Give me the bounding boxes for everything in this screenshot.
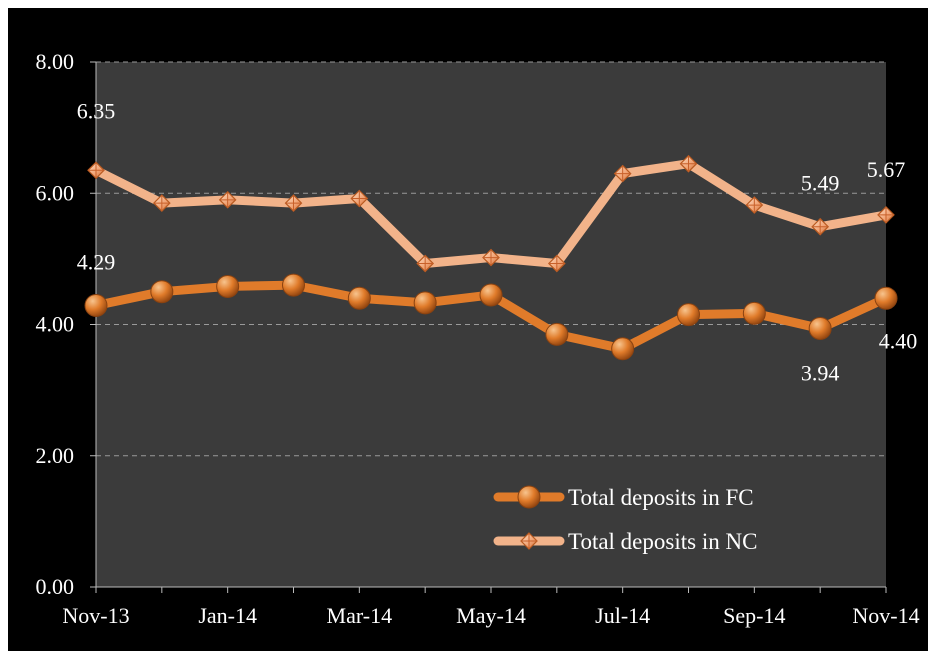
series-1-point-facet bbox=[878, 206, 894, 223]
x-tick-label: Jul-14 bbox=[595, 603, 650, 628]
y-tick-label: 0.00 bbox=[36, 574, 75, 599]
legend-swatch-marker-facet bbox=[521, 533, 537, 549]
series-1-point-facet bbox=[680, 155, 697, 172]
x-tick-label: Sep-14 bbox=[723, 603, 785, 628]
axes: 0.00 2.00 4.00 6.00 8.00 Nov-13 Jan-14 Mar-14 Ma… bbox=[36, 49, 920, 628]
x-tick-label: Mar-14 bbox=[327, 603, 393, 628]
series-0-point bbox=[347, 286, 371, 310]
series-layer bbox=[84, 154, 898, 361]
data-label: 4.29 bbox=[77, 249, 116, 274]
series-1-point-facet bbox=[417, 255, 434, 272]
series-0-point bbox=[545, 322, 569, 346]
x-tick-label: Jan-14 bbox=[198, 603, 257, 628]
x-tick-label: May-14 bbox=[456, 603, 526, 628]
series-1-point-facet bbox=[483, 249, 499, 266]
series-0-point bbox=[150, 280, 174, 304]
legend-label: Total deposits in NC bbox=[568, 529, 757, 554]
data-label: 6.35 bbox=[77, 98, 116, 123]
y-tick-label: 4.00 bbox=[36, 312, 75, 337]
data-label: 3.94 bbox=[801, 360, 840, 385]
series-1-point-facet bbox=[548, 255, 565, 272]
series-1-point-facet bbox=[88, 162, 104, 179]
series-1-point-facet bbox=[812, 218, 829, 235]
series-0-point bbox=[742, 301, 766, 325]
series-0-point bbox=[282, 273, 305, 297]
x-tick-label: Nov-13 bbox=[62, 603, 129, 628]
series-0-point bbox=[479, 283, 503, 307]
series-1-point-facet bbox=[219, 191, 236, 208]
series-1-point-facet bbox=[285, 195, 302, 212]
legend-swatch-marker bbox=[517, 485, 541, 509]
y-tick-label: 2.00 bbox=[36, 443, 75, 468]
data-label: 4.40 bbox=[879, 328, 918, 353]
series-0-point bbox=[611, 337, 635, 361]
series-0-point bbox=[874, 286, 898, 310]
y-tick-label: 6.00 bbox=[36, 180, 75, 205]
series-0-point bbox=[216, 274, 240, 298]
data-label: 5.67 bbox=[867, 157, 906, 182]
series-0-point bbox=[677, 303, 700, 327]
data-labels: 6.35 4.29 5.49 5.67 3.94 4.40 bbox=[77, 98, 918, 385]
series-1-point-facet bbox=[153, 195, 170, 212]
legend: Total deposits in FC Total deposits in NC bbox=[493, 485, 757, 554]
series-0-point bbox=[84, 293, 108, 317]
series-1-point-facet bbox=[746, 197, 763, 214]
legend-label: Total deposits in FC bbox=[568, 485, 754, 510]
series-1-point-facet bbox=[351, 190, 368, 207]
series-1-point-facet bbox=[614, 165, 631, 182]
data-label: 5.49 bbox=[801, 171, 840, 196]
y-tick-label: 8.00 bbox=[36, 49, 75, 74]
x-tick-label: Nov-14 bbox=[852, 603, 919, 628]
series-0-point bbox=[808, 316, 832, 340]
series-0-point bbox=[413, 291, 437, 315]
